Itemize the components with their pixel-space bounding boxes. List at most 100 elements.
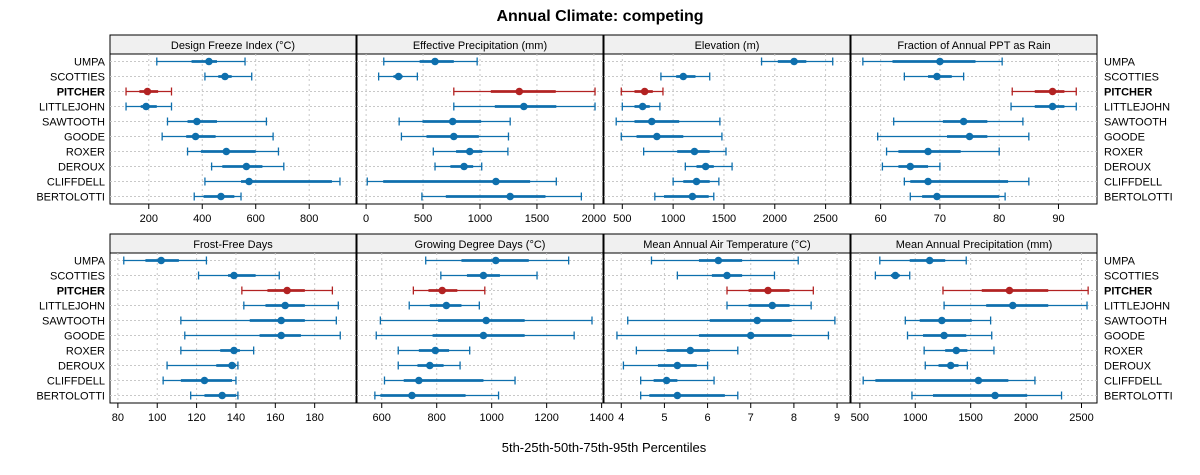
median-point (753, 316, 762, 325)
interval-umpa (383, 57, 478, 66)
x-tick-label: 160 (266, 412, 284, 424)
median-point (230, 271, 238, 280)
median-point (924, 177, 932, 186)
site-label: UMPA (1104, 57, 1136, 69)
median-point (142, 102, 150, 111)
interval-pitcher (620, 87, 664, 96)
interval-bertolotti (190, 391, 239, 400)
median-point (408, 391, 416, 400)
site-label: GOODE (64, 331, 105, 343)
interval-sawtooth (627, 316, 836, 325)
panel-plot-area (109, 53, 357, 205)
interval-sawtooth (904, 316, 992, 325)
site-label: PITCHER (57, 87, 105, 99)
interval-deroux (434, 162, 483, 171)
median-point (891, 271, 900, 280)
panel-plot-area (356, 252, 604, 404)
interval-sawtooth (379, 316, 593, 325)
median-point (965, 132, 974, 141)
x-tick-label: 1000 (479, 412, 503, 424)
median-point (438, 286, 447, 295)
median-point (952, 346, 961, 355)
interval-bertolotti (374, 391, 500, 400)
median-point (217, 192, 225, 201)
interval-cliffdell (862, 376, 1036, 385)
interval-cliffdell (903, 177, 1030, 186)
median-point (686, 346, 695, 355)
interval-sawtooth (180, 316, 337, 325)
site-label: DEROUX (1104, 361, 1152, 373)
interval-scotties (903, 72, 965, 81)
median-point (281, 301, 289, 310)
interval-bertolotti (909, 192, 1006, 201)
median-point (193, 117, 201, 126)
median-point (230, 346, 238, 355)
panel-title: Mean Annual Air Temperature (°C) (643, 239, 810, 251)
site-label: UMPA (1104, 256, 1136, 268)
interval-goode (620, 132, 723, 141)
panel: Mean Annual Air Temperature (°C) 4 5 6 7 8 9 (603, 233, 851, 424)
x-tick-label: 5 (661, 412, 667, 424)
median-point (746, 331, 755, 340)
site-label: ROXER (1104, 147, 1143, 159)
interval-sawtooth (398, 117, 511, 126)
panel-title: Growing Degree Days (°C) (415, 239, 546, 251)
interval-roxer (635, 346, 739, 355)
x-tick-label: 1000 (903, 412, 927, 424)
interval-littlejohn (726, 301, 812, 310)
site-label: CLIFFDELL (1104, 177, 1162, 189)
panel-title: Design Freeze Index (°C) (171, 40, 295, 52)
site-label: SAWTOOTH (1104, 117, 1167, 129)
median-point (959, 117, 968, 126)
x-tick-label: 1500 (525, 213, 549, 225)
site-label: LITTLEJOHN (1104, 301, 1170, 313)
x-tick-label: 1000 (468, 213, 492, 225)
interval-pitcher (453, 87, 596, 96)
interval-scotties (676, 271, 776, 280)
interval-umpa (425, 256, 570, 265)
site-label: ROXER (66, 147, 105, 159)
interval-pitcher (726, 286, 814, 295)
panel: Growing Degree Days (°C) 600 800 1000 1200 14… (356, 233, 614, 424)
interval-goode (161, 132, 274, 141)
interval-bertolotti (193, 192, 242, 201)
panel: Fraction of Annual PPT as Rain 60 70 80 90 UM… (850, 34, 1173, 225)
median-point (991, 391, 999, 400)
interval-pitcher (942, 286, 1089, 295)
x-tick-label: 2000 (1014, 412, 1038, 424)
x-tick-label: 80 (993, 213, 1005, 225)
interval-deroux (684, 162, 733, 171)
interval-cliffdell (162, 376, 237, 385)
x-axis-label: 5th-25th-50th-75th-95th Percentiles (502, 440, 707, 455)
median-point (688, 192, 697, 201)
x-tick-label: 600 (247, 213, 265, 225)
interval-umpa (156, 57, 246, 66)
median-point (205, 57, 213, 66)
interval-littlejohn (1010, 102, 1077, 111)
panel-plot-area (850, 53, 1098, 205)
median-point (679, 72, 688, 81)
median-point (638, 102, 647, 111)
median-point (640, 87, 649, 96)
median-point (764, 286, 772, 295)
site-label: BERTOLOTTI (1104, 192, 1173, 204)
x-tick-label: 140 (227, 412, 245, 424)
panel-title: Elevation (m) (695, 40, 760, 52)
median-point (692, 177, 701, 186)
site-label: GOODE (64, 132, 105, 144)
site-label: PITCHER (57, 286, 105, 298)
panel: Effective Precipitation (mm) 0 500 1000 1500… (356, 34, 606, 225)
panel-title: Fraction of Annual PPT as Rain (897, 40, 1050, 52)
panel: Frost-Free Days 80 100 120 140 160 180 UMPA SCOT… (36, 233, 357, 424)
panel-title: Effective Precipitation (mm) (413, 40, 547, 52)
interval-littlejohn (243, 301, 339, 310)
site-label: ROXER (66, 346, 105, 358)
median-point (442, 301, 451, 310)
interval-goode (616, 331, 830, 340)
site-label: SCOTTIES (50, 271, 105, 283)
chart-title: Annual Climate: competing (496, 8, 703, 25)
site-label: SAWTOOTH (1104, 316, 1167, 328)
site-label: SAWTOOTH (42, 316, 105, 328)
interval-sawtooth (893, 117, 1024, 126)
